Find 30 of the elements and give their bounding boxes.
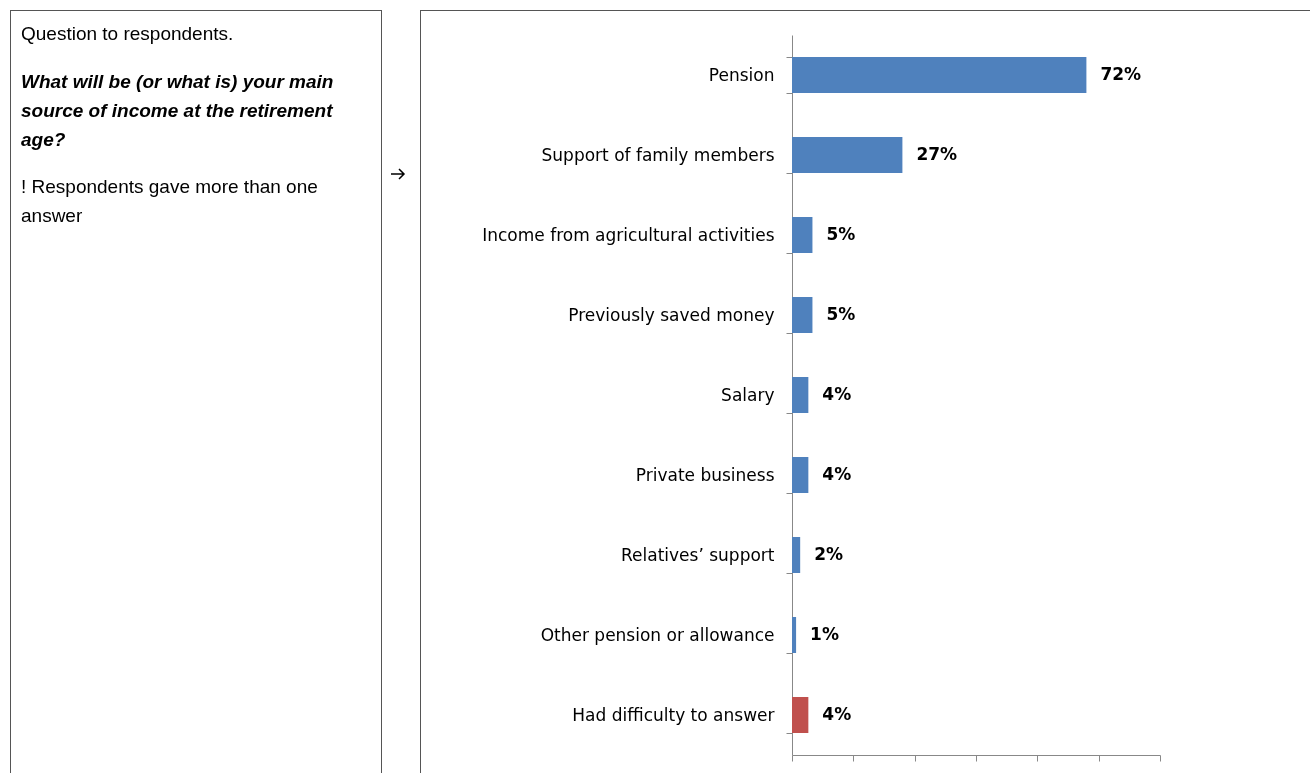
y-tick-label: Income from agricultural activities xyxy=(482,224,775,245)
data-label: 27% xyxy=(916,144,958,164)
data-label: 1% xyxy=(810,624,839,644)
bar xyxy=(792,297,813,333)
bar xyxy=(792,537,801,573)
text: ! Respondents gave more than one answer xyxy=(21,175,319,228)
y-tick-label: Relatives’ support xyxy=(621,544,775,565)
text: What will be (or what is) your main source of income at the retirement age? xyxy=(21,70,335,152)
y-tick-label: Salary xyxy=(721,384,775,405)
text: Question to respondents. xyxy=(21,23,235,45)
data-label: 4% xyxy=(822,704,852,724)
y-tick-label: Pension xyxy=(708,64,775,85)
bar xyxy=(792,697,809,733)
data-label: 5% xyxy=(826,304,856,324)
bar xyxy=(792,617,797,653)
data-label: 5% xyxy=(826,224,856,244)
bar xyxy=(792,217,813,253)
data-label: 72% xyxy=(1100,64,1142,84)
bar xyxy=(792,57,1087,93)
y-tick-label: Had difficulty to answer xyxy=(572,704,775,725)
y-tick-label: Private business xyxy=(635,464,775,485)
bar xyxy=(792,457,809,493)
data-label: 4% xyxy=(822,464,852,484)
bar xyxy=(792,137,903,173)
data-label: 4% xyxy=(822,384,852,404)
y-tick-label: Other pension or allowance xyxy=(540,624,775,645)
data-label: 2% xyxy=(814,544,844,564)
bar xyxy=(792,377,809,413)
y-tick-label: Previously saved money xyxy=(568,304,775,325)
y-tick-label: Support of family members xyxy=(541,144,775,165)
